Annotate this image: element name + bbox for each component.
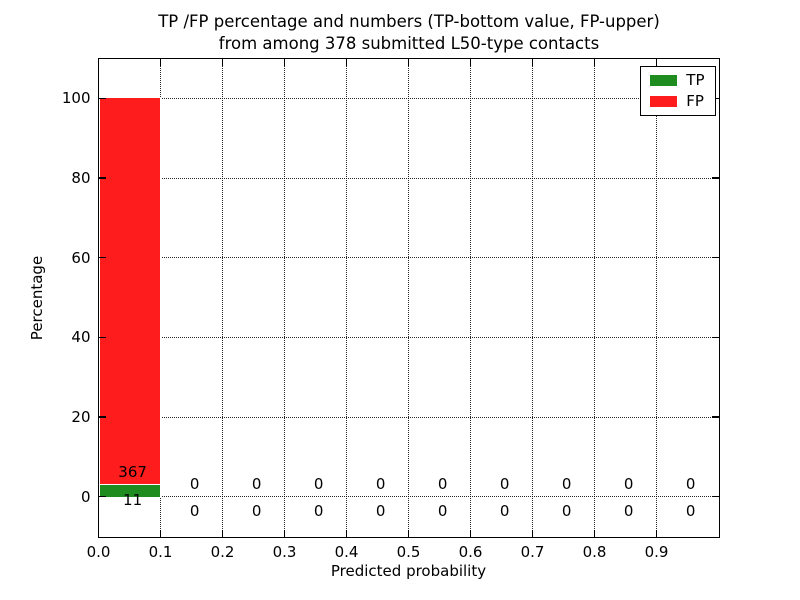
x-tick-bottom xyxy=(283,529,286,537)
fp-count-label: 0 xyxy=(561,474,572,493)
x-tick-bottom xyxy=(469,529,472,537)
y-tick-label: 60 xyxy=(71,248,91,267)
tp-count-label: 0 xyxy=(313,502,324,521)
fp-count-label: 0 xyxy=(189,474,200,493)
x-tick-bottom xyxy=(159,529,162,537)
y-tick-left xyxy=(98,256,106,259)
y-tick-left xyxy=(98,495,106,498)
y-tick-right xyxy=(711,256,719,259)
x-tick-bottom xyxy=(407,529,410,537)
x-tick-top xyxy=(345,58,348,66)
y-axis-label: Percentage xyxy=(27,255,46,340)
fp-count-label: 0 xyxy=(437,474,448,493)
gridline-x-0.4 xyxy=(346,58,347,537)
gridline-x-0.6 xyxy=(470,58,471,537)
x-tick-bottom xyxy=(97,529,100,537)
legend-item-fp: FP xyxy=(650,91,704,110)
x-tick-label: 0.3 xyxy=(272,542,297,561)
y-tick-label: 20 xyxy=(71,408,91,426)
legend: TP FP xyxy=(640,65,716,116)
y-tick-right xyxy=(711,416,719,418)
gridline-x-0.5 xyxy=(408,58,409,537)
x-tick-bottom xyxy=(345,529,348,537)
fp-count-label: 367 xyxy=(118,463,147,482)
tp-count-label: 0 xyxy=(623,502,634,521)
fp-bar xyxy=(98,98,161,486)
gridline-y-40 xyxy=(98,336,719,338)
tp-bar xyxy=(98,485,161,497)
x-tick-top xyxy=(407,58,410,66)
gridline-x-0.7 xyxy=(532,58,533,537)
x-tick-label: 0.0 xyxy=(86,542,111,561)
y-tick-left xyxy=(98,336,106,339)
x-tick-label: 0.5 xyxy=(396,542,421,561)
tp-count-label: 0 xyxy=(437,502,448,521)
tp-count-label: 0 xyxy=(561,502,572,521)
gridline-x-0.3 xyxy=(284,58,285,537)
fp-swatch-icon xyxy=(650,95,678,107)
x-tick-bottom xyxy=(221,529,224,537)
plot-area: 367 11 0 0 0 0 0 0 0 0 0 0 0 0 0 0 0 0 0 0 0 20 40 60 80 100 0.0 0… xyxy=(28,57,720,580)
fp-count-label: 0 xyxy=(623,474,634,493)
gridline-x-0.8 xyxy=(594,58,595,537)
fp-count-label: 0 xyxy=(375,474,386,493)
x-tick-top xyxy=(655,58,658,66)
y-tick-label: 40 xyxy=(71,328,91,347)
tp-count-label: 0 xyxy=(499,502,510,521)
y-tick-right xyxy=(711,495,719,498)
chart-title-line1: TP /FP percentage and numbers (TP-bottom… xyxy=(158,12,660,31)
gridline-y-80 xyxy=(98,177,719,179)
legend-item-tp: TP xyxy=(650,70,705,89)
fp-count-label: 0 xyxy=(251,474,262,493)
x-tick-top xyxy=(469,58,472,66)
x-tick-label: 0.1 xyxy=(148,542,173,561)
x-tick-top xyxy=(531,58,534,66)
tp-count-label: 0 xyxy=(685,502,696,521)
x-tick-label: 0.9 xyxy=(644,542,669,561)
gridline-y-0 xyxy=(98,496,719,498)
y-tick-left xyxy=(98,177,106,179)
y-tick-label: 0 xyxy=(80,487,91,506)
x-tick-label: 0.8 xyxy=(582,542,607,561)
fp-count-label: 0 xyxy=(313,474,324,493)
y-tick-label: 80 xyxy=(71,169,91,187)
tp-count-label: 0 xyxy=(251,502,262,521)
x-tick-label: 0.2 xyxy=(210,542,235,561)
x-tick-top xyxy=(97,58,100,66)
chart-title: TP /FP percentage and numbers (TP-bottom… xyxy=(99,11,719,55)
gridline-x-0.1 xyxy=(160,58,161,537)
x-tick-top xyxy=(159,58,162,66)
x-tick-top xyxy=(283,58,286,66)
legend-label: TP xyxy=(686,70,705,89)
x-tick-top xyxy=(593,58,596,66)
tp-swatch-icon xyxy=(650,74,678,86)
x-tick-label: 0.7 xyxy=(520,542,545,561)
gridline-y-20 xyxy=(98,416,719,418)
x-tick-label: 0.6 xyxy=(458,542,483,561)
tp-count-label: 0 xyxy=(375,502,386,521)
x-tick-bottom xyxy=(655,529,658,537)
x-axis-label: Predicted probability xyxy=(330,561,487,580)
x-tick-bottom xyxy=(531,529,534,537)
x-tick-label: 0.4 xyxy=(334,542,359,561)
gridline-y-60 xyxy=(98,257,719,259)
gridline-x-0.2 xyxy=(222,58,223,537)
y-tick-label: 100 xyxy=(61,89,91,108)
y-tick-left xyxy=(98,97,106,100)
legend-label: FP xyxy=(686,91,704,110)
fp-count-label: 0 xyxy=(685,474,696,493)
fp-count-label: 0 xyxy=(499,474,510,493)
x-tick-top xyxy=(221,58,224,66)
y-tick-left xyxy=(98,416,106,418)
y-tick-right xyxy=(711,177,719,179)
y-tick-right xyxy=(711,336,719,339)
gridline-x-0.9 xyxy=(656,58,657,537)
chart-title-line2: from among 378 submitted L50-type contac… xyxy=(218,34,600,53)
tp-count-label: 11 xyxy=(123,490,143,509)
x-tick-bottom xyxy=(593,529,596,537)
gridline-y-100 xyxy=(98,97,719,99)
tp-count-label: 0 xyxy=(189,502,200,521)
